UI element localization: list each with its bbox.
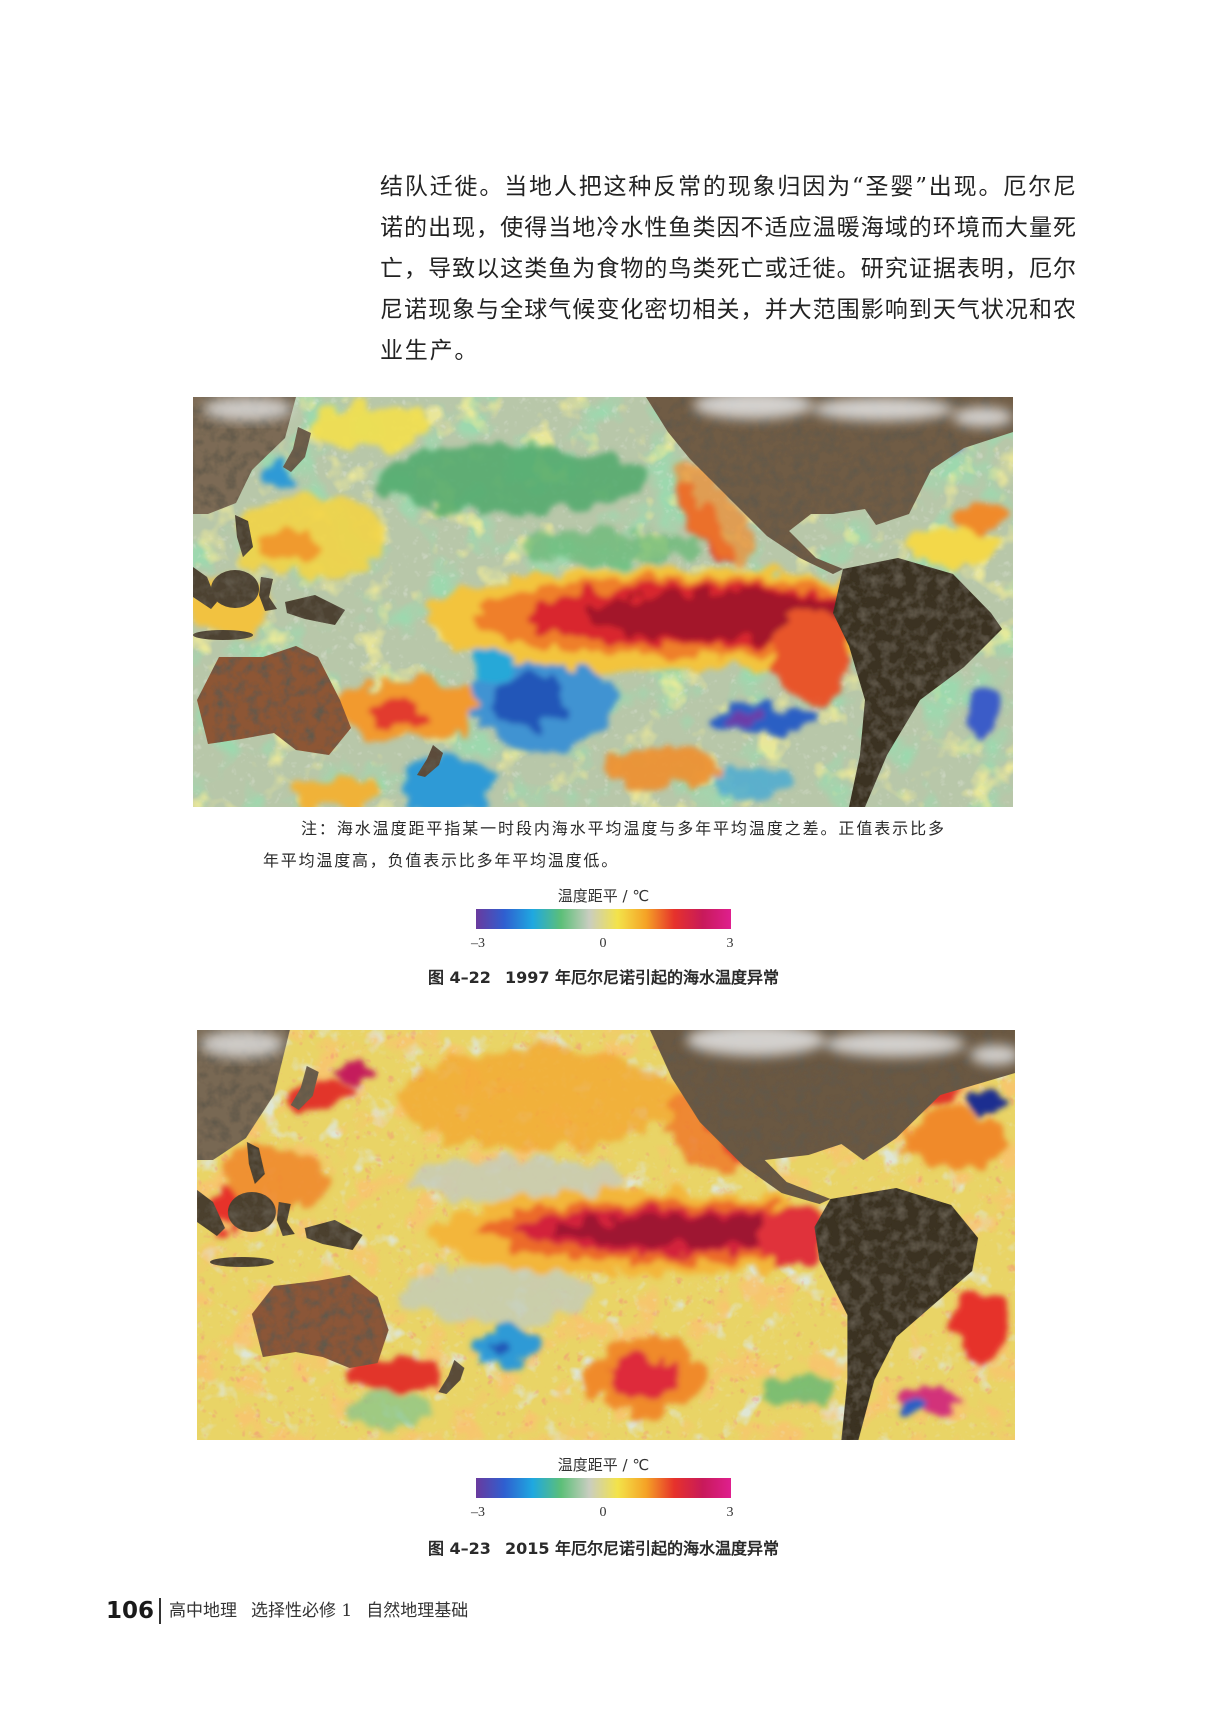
figure-caption: 图 4–22 1997 年厄尔尼诺引起的海水温度异常 <box>0 967 1207 989</box>
paragraph-line: 诺的出现，使得当地冷水性鱼类因不适应温暖海域的环境而大量死 <box>380 215 1076 241</box>
anomaly-patches <box>201 1050 1011 1428</box>
figure-title: 2015 年厄尔尼诺引起的海水温度异常 <box>504 1539 780 1558</box>
paragraph-line: 亡，导致以这类鱼为食物的鸟类死亡或迁徙。研究证据表明，厄尔 <box>380 256 1076 282</box>
footer-divider <box>159 1598 162 1624</box>
land-asia <box>193 397 296 514</box>
figure-note-line: 年平均温度高，负值表示比多年平均温度低。 <box>263 851 620 870</box>
colorbar <box>476 1478 731 1498</box>
paragraph-line: 结队迁徙。当地人把这种反常的现象归因为“圣婴”出现。厄尔尼 <box>380 174 1076 200</box>
figure-note-line: 注：海水温度距平指某一时段内海水平均温度与多年平均温度之差。正值表示比多 <box>301 819 944 838</box>
page-footer: 106 高中地理 选择性必修 1 自然地理基础 <box>106 1597 482 1625</box>
colorbar-tick-min: –3 <box>471 1505 485 1520</box>
landmasses <box>193 397 1013 807</box>
land-japan <box>283 427 311 472</box>
land-new-zealand <box>417 745 443 777</box>
figure-caption: 图 4–23 2015 年厄尔尼诺引起的海水温度异常 <box>0 1538 1207 1560</box>
colorbar <box>476 909 731 929</box>
body-paragraph: 结队迁徙。当地人把这种反常的现象归因为“圣婴”出现。厄尔尼 诺的出现，使得当地冷… <box>380 167 1076 372</box>
snow-cover-asia <box>199 1030 284 1058</box>
land-north-america <box>649 1030 1015 1204</box>
figure-number: 图 4–23 <box>427 1539 491 1558</box>
landmasses <box>197 1030 1015 1440</box>
snow-cover <box>685 1030 1015 1065</box>
colorbar-tick-mid: 0 <box>599 1505 607 1520</box>
land-asia <box>197 1030 290 1160</box>
snow-cover-asia <box>203 397 293 421</box>
land-maritime-continent <box>197 1142 363 1267</box>
colorbar-tick-mid: 0 <box>599 936 607 951</box>
figure-title: 1997 年厄尔尼诺引起的海水温度异常 <box>504 968 780 987</box>
land-australia <box>197 646 351 755</box>
land-north-america <box>646 397 1013 574</box>
footer-title: 自然地理基础 <box>366 1601 469 1621</box>
colorbar-tick-min: –3 <box>471 936 485 951</box>
footer-book: 高中地理 <box>169 1601 238 1621</box>
figure-number: 图 4–22 <box>427 968 491 987</box>
paragraph-line: 业生产。 <box>380 338 480 364</box>
land-australia <box>251 1275 389 1368</box>
page-number: 106 <box>106 1598 155 1624</box>
sst-anomaly-map-2015 <box>197 1030 1015 1440</box>
legend-title: 温度距平 / ℃ <box>557 1456 650 1474</box>
land-south-america <box>814 1188 979 1440</box>
paragraph-line: 尼诺现象与全球气候变化密切相关，并大范围影响到天气状况和农 <box>380 297 1076 323</box>
footer-volume: 选择性必修 1 <box>251 1601 353 1621</box>
colorbar-tick-max: 3 <box>726 1505 734 1520</box>
snow-cover <box>693 397 1013 427</box>
legend-title: 温度距平 / ℃ <box>557 887 650 905</box>
land-new-zealand <box>438 1360 465 1394</box>
land-maritime-continent <box>193 515 345 640</box>
land-south-america <box>833 558 1002 807</box>
sst-anomaly-map-1997 <box>193 397 1013 807</box>
land-japan <box>290 1066 319 1110</box>
colorbar-tick-max: 3 <box>726 936 734 951</box>
